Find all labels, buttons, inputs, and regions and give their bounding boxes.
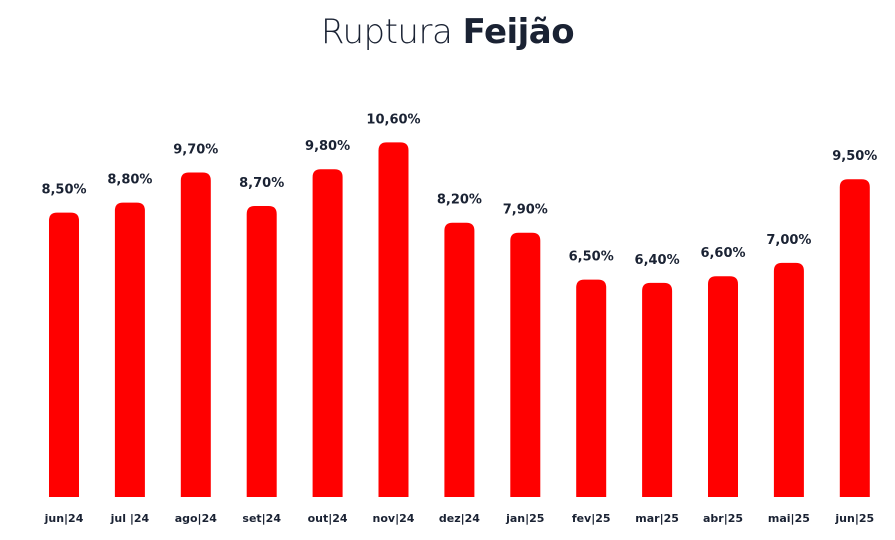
category-label: jan|25 [505, 512, 544, 525]
category-label: fev|25 [572, 512, 611, 525]
value-label: 9,70% [173, 143, 218, 158]
category-label: set|24 [242, 512, 281, 525]
bar-abr25 [708, 276, 738, 497]
bar-mar25 [642, 282, 673, 497]
category-label: ago|24 [175, 512, 218, 525]
bar-mai25 [773, 262, 804, 497]
bar-out24 [312, 169, 343, 497]
value-label: 6,40% [635, 253, 680, 268]
value-label: 8,80% [107, 173, 152, 188]
value-label: 10,60% [366, 112, 420, 127]
category-label: jul |24 [110, 512, 150, 525]
category-label: mai|25 [768, 512, 810, 525]
category-label: abr|25 [703, 512, 743, 525]
bar-jun25 [839, 179, 870, 497]
category-label: mar|25 [635, 512, 679, 525]
value-label: 9,80% [305, 139, 350, 154]
category-label: nov|24 [373, 512, 415, 525]
bar-nov24 [378, 142, 409, 497]
value-label: 7,90% [503, 203, 548, 218]
value-label: 8,20% [437, 193, 482, 208]
value-label: 8,50% [41, 183, 86, 198]
bar-ago24 [180, 172, 211, 497]
value-label: 8,70% [239, 176, 284, 191]
bar-set24 [246, 205, 277, 498]
category-label: out|24 [308, 512, 348, 525]
category-label: dez|24 [439, 512, 480, 525]
value-label: 7,00% [766, 233, 811, 248]
category-label: jun|24 [44, 512, 84, 525]
bar-jun24 [49, 212, 79, 498]
value-label: 6,60% [700, 246, 745, 261]
chart-title-light: Ruptura [320, 12, 453, 52]
bar-jan25 [510, 232, 541, 497]
chart-title-bold: Feijão [462, 12, 575, 52]
chart-title: Ruptura Feijão [0, 12, 895, 52]
category-label: jun|25 [834, 512, 874, 525]
bar-fev25 [576, 279, 607, 497]
value-label: 9,50% [832, 149, 877, 164]
bar-jul24 [114, 202, 145, 497]
bar-dez24 [444, 222, 475, 497]
value-label: 6,50% [569, 250, 614, 265]
